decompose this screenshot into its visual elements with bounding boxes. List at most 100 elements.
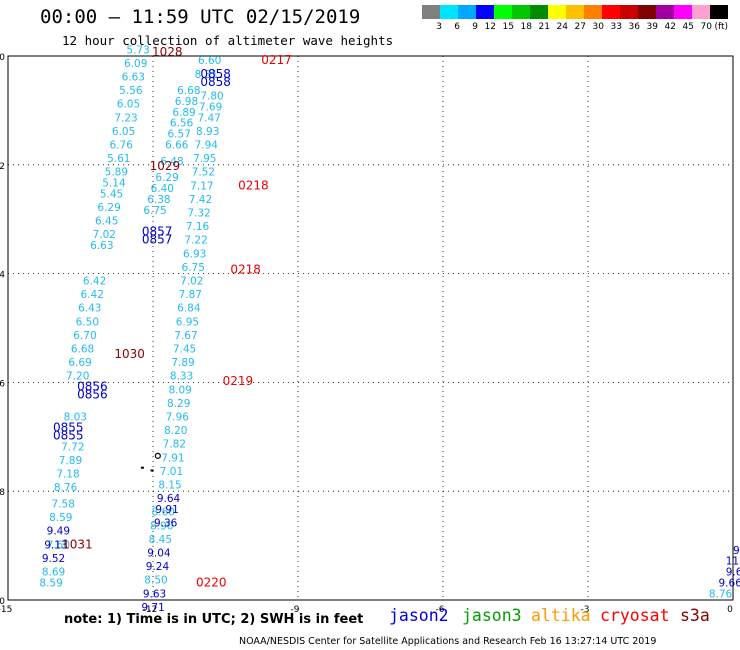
wave-height-value: 9.91 — [155, 504, 178, 516]
wave-height-value: 9.6 — [726, 567, 740, 579]
wave-height-value: 5.45 — [100, 188, 123, 200]
lat-tick-label: -34 — [0, 271, 5, 281]
legend-swatch — [548, 5, 566, 19]
pass-time-label: 0857 — [142, 233, 173, 247]
wave-height-value: 8.33 — [170, 371, 193, 383]
pass-time-label: 0218 — [230, 263, 261, 277]
pass-time-label: 1029 — [150, 159, 181, 173]
pass-time-label: 1031 — [62, 537, 93, 551]
wave-height-value: 8.59 — [39, 577, 62, 589]
pass-time-label: 1028 — [152, 45, 183, 59]
wave-height-value: 7.47 — [197, 112, 220, 124]
page-subtitle: 12 hour collection of altimeter wave hei… — [62, 33, 394, 48]
pass-time-label: 0858 — [200, 67, 231, 81]
legend-swatch — [530, 5, 548, 19]
wave-height-value: 6.75 — [182, 262, 205, 274]
pass-time-label: 0218 — [238, 178, 269, 192]
wave-height-value: 6.76 — [110, 139, 134, 151]
legend-swatch — [710, 5, 728, 19]
legend-label: 33 — [610, 22, 622, 32]
lon-tick-label: -3 — [581, 605, 590, 615]
lon-tick-label: -9 — [291, 605, 300, 615]
wave-height-value: 9.71 — [141, 602, 164, 614]
wave-height-value: 9.13 — [44, 539, 67, 551]
wave-height-value: 7.94 — [195, 139, 219, 151]
wave-height-value: 9.64 — [157, 493, 181, 505]
lat-tick-label: -36 — [0, 379, 5, 389]
wave-height-value: 6.48 — [160, 156, 183, 168]
wave-height-value: 9.24 — [146, 561, 170, 573]
map-frame — [7, 55, 734, 601]
satellite-altika: altika — [531, 606, 591, 625]
lon-tick-label: -12 — [143, 605, 158, 615]
wave-height-value: 7.16 — [186, 221, 210, 233]
wave-height-value: 9.36 — [154, 518, 178, 530]
legend-swatch — [494, 5, 512, 19]
legend-label: 24 — [556, 22, 568, 32]
legend-label: 36 — [628, 22, 640, 32]
legend-label: 9 — [472, 22, 478, 32]
wave-height-value: 11. — [726, 556, 740, 568]
wave-height-value: 9.52 — [42, 553, 65, 565]
wave-height-value: 7.17 — [190, 180, 213, 192]
wave-height-value: 7.22 — [184, 235, 207, 247]
lon-tick-label: -6 — [436, 605, 445, 615]
lon-tick-label: -15 — [0, 605, 12, 615]
wave-height-value: 9.04 — [147, 547, 171, 559]
legend-swatch — [458, 5, 476, 19]
pass-time-label: 0217 — [261, 53, 292, 67]
pass-time-label: 1030 — [114, 347, 145, 361]
wave-height-value: 7.52 — [192, 167, 215, 179]
legend-swatch — [620, 5, 638, 19]
wave-height-value: 6.95 — [176, 316, 199, 328]
wave-height-value: 9.66 — [719, 577, 740, 589]
wave-height-value: 6.63 — [122, 71, 145, 83]
wave-height-value: 9.63 — [143, 588, 166, 600]
wave-height-value: 9 — [733, 545, 740, 557]
legend-swatch — [674, 5, 692, 19]
page-title: 00:00 – 11:59 UTC 02/15/2019 — [40, 6, 361, 28]
legend-swatch — [566, 5, 584, 19]
wave-height-value: 6.69 — [68, 357, 91, 369]
wave-height-value: 5.89 — [105, 167, 128, 179]
wave-height-value: 8.90 — [150, 520, 173, 532]
pass-time-label: 0856 — [77, 388, 108, 402]
pass-time-label: 0855 — [53, 429, 84, 443]
wave-height-value: 6.42 — [83, 275, 106, 287]
wave-height-value: 8.59 — [49, 512, 72, 524]
legend-label: 18 — [520, 22, 532, 32]
legend-swatch — [422, 5, 440, 19]
wave-height-value: 7.96 — [166, 411, 190, 423]
legend-label: 12 — [484, 22, 496, 32]
wave-height-value: 7.89 — [59, 455, 82, 467]
wave-height-value: 8.29 — [167, 398, 190, 410]
wave-height-value: 7.42 — [189, 194, 212, 206]
wave-height-value: 6.42 — [81, 289, 104, 301]
wave-height-value: 6.60 — [198, 55, 221, 67]
pass-time-label: 0856 — [77, 380, 108, 394]
wave-height-value: 6.75 — [143, 205, 166, 217]
wave-height-value: 6.93 — [183, 248, 206, 260]
wave-height-value: 8.50 — [144, 575, 167, 587]
wave-height-value: 7.67 — [174, 330, 197, 342]
legend-swatch — [440, 5, 458, 19]
wave-height-value: 7.87 — [179, 289, 202, 301]
wave-height-value: 8.76 — [709, 588, 733, 600]
wave-height-value: 6.43 — [78, 303, 101, 315]
wave-height-value: 7.23 — [114, 112, 137, 124]
lat-tick-label: -30 — [0, 53, 5, 63]
credit-line: NOAA/NESDIS Center for Satellite Applica… — [239, 636, 657, 647]
wave-height-value: 6.98 — [175, 96, 198, 108]
island-2 — [140, 466, 144, 469]
wave-height-value: 7.20 — [66, 371, 89, 383]
wave-height-value: 6.29 — [155, 172, 178, 184]
legend-label: 39 — [646, 22, 658, 32]
satellite-cryosat: cryosat — [600, 606, 670, 625]
legend-unit: (ft) — [714, 22, 728, 32]
wave-height-value: 8.45 — [149, 534, 172, 546]
wave-height-value: 5.56 — [119, 85, 143, 97]
wave-height-value: 6.57 — [168, 129, 191, 141]
wave-height-value: 8.69 — [42, 567, 65, 579]
island-3 — [150, 469, 154, 472]
